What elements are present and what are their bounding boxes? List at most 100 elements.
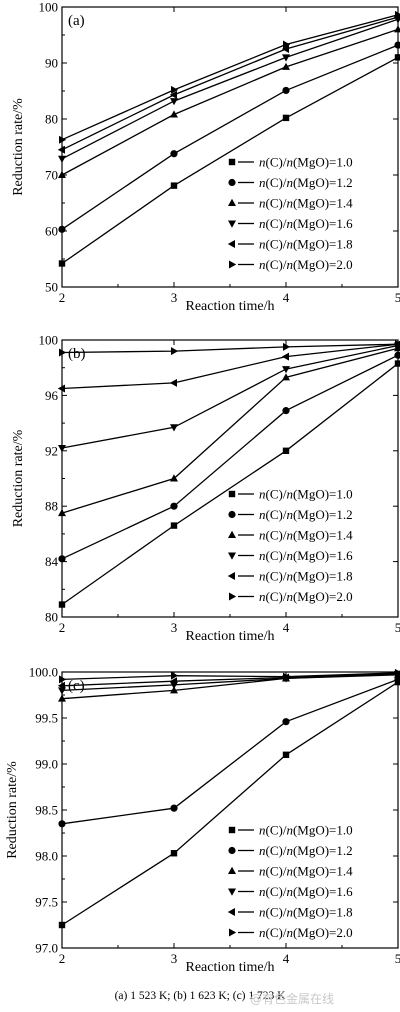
figure-canvas: 2 3 4 5 50 60 70 80 90 100 Reaction time/h Reductio… (5, 0, 400, 975)
legend-marker (229, 928, 237, 937)
y-tick-label: 88 (45, 499, 58, 514)
legend-label: n(C)/n(MgO)=1.2 (259, 507, 353, 522)
legend-item: n(C)/n(MgO)=1.8 (227, 905, 353, 920)
data-point (282, 373, 290, 381)
figure-caption: (a) 1 523 K; (b) 1 623 K; (c) 1 723 K (114, 990, 286, 1002)
series-4 (58, 16, 400, 163)
x-tick-label: 5 (395, 620, 400, 635)
legend-label: n(C)/n(MgO)=2.0 (259, 589, 353, 604)
data-point (394, 360, 400, 367)
data-point (394, 25, 400, 33)
data-point (283, 40, 291, 49)
data-point (58, 921, 66, 929)
legend-label: n(C)/n(MgO)=1.4 (259, 528, 353, 543)
legend-item: n(C)/n(MgO)=1.4 (228, 864, 353, 879)
legend-item: n(C)/n(MgO)=1.2 (228, 175, 353, 190)
data-point (59, 675, 67, 684)
legend-marker (228, 510, 236, 519)
series-line (61, 44, 399, 230)
data-point (169, 677, 177, 686)
data-point (58, 601, 66, 608)
legend-marker (228, 552, 236, 560)
legend-marker (228, 178, 236, 187)
data-point (170, 150, 178, 158)
data-point (282, 407, 290, 415)
legend-item: n(C)/n(MgO)=1.8 (227, 237, 353, 252)
series-1 (58, 360, 400, 608)
data-point (395, 340, 400, 349)
chart-panel-1: 2 3 4 5 50 60 70 80 90 100 Reaction time/h Reductio… (11, 0, 400, 314)
y-tick-label: 99.5 (35, 711, 58, 726)
data-point (170, 98, 178, 106)
series-line (61, 678, 399, 825)
legend-label: n(C)/n(MgO)=1.0 (259, 487, 353, 502)
series-line (61, 354, 399, 560)
y-tick-label: 80 (45, 112, 58, 127)
data-point (395, 10, 400, 19)
series-line (61, 347, 399, 514)
y-axis-label: Reduction rate/% (5, 761, 20, 859)
y-tick-label: 96 (45, 388, 59, 403)
series-line (61, 28, 399, 176)
series-line (61, 343, 399, 354)
data-point (58, 555, 66, 563)
series-1 (58, 54, 400, 267)
series-line (61, 14, 399, 141)
data-point (57, 145, 65, 154)
legend-label: n(C)/n(MgO)=1.8 (259, 237, 353, 252)
data-point (171, 671, 179, 680)
y-tick-label: 100 (39, 333, 59, 348)
legend-marker (228, 826, 236, 834)
legend-label: n(C)/n(MgO)=1.6 (259, 548, 353, 563)
x-tick-label: 3 (171, 620, 178, 635)
legend-label: n(C)/n(MgO)=1.8 (259, 569, 353, 584)
legend-item: n(C)/n(MgO)=2.0 (229, 589, 353, 604)
series-2 (58, 351, 400, 563)
data-point (58, 225, 66, 233)
x-axis-label: Reaction time/h (185, 960, 274, 975)
legend-marker (228, 846, 236, 855)
x-tick-label: 2 (59, 620, 66, 635)
legend-item: n(C)/n(MgO)=2.0 (229, 925, 353, 940)
data-point (58, 820, 66, 828)
x-tick-label: 4 (283, 620, 290, 635)
data-point (282, 62, 290, 70)
legend-label: n(C)/n(MgO)=1.4 (259, 196, 353, 211)
data-point (281, 45, 289, 53)
panel-label: (b) (68, 346, 86, 362)
y-tick-label: 80 (45, 610, 58, 625)
data-point (170, 424, 178, 432)
legend-item: n(C)/n(MgO)=1.6 (228, 216, 353, 231)
x-tick-label: 4 (283, 951, 290, 966)
legend-item: n(C)/n(MgO)=1.4 (228, 528, 353, 543)
y-tick-label: 92 (45, 443, 58, 458)
y-tick-label: 99.0 (35, 757, 58, 772)
legend-label: n(C)/n(MgO)=1.0 (259, 155, 353, 170)
series-line (61, 673, 399, 687)
x-tick-label: 5 (395, 290, 400, 305)
legend-label: n(C)/n(MgO)=1.0 (259, 823, 353, 838)
chart-panel-3: 2 3 4 5 97.0 97.5 98.0 98.5 99.0 99.5 100.0 Reactio… (5, 665, 400, 975)
series-line (61, 344, 399, 449)
legend-item: n(C)/n(MgO)=1.0 (228, 155, 353, 170)
data-point (282, 751, 290, 758)
y-tick-label: 70 (45, 168, 58, 183)
y-tick-label: 98.0 (35, 849, 58, 864)
series-line (61, 362, 399, 606)
data-point (58, 260, 66, 267)
data-point (58, 508, 66, 517)
series-3 (58, 25, 400, 178)
legend-item: n(C)/n(MgO)=1.4 (228, 196, 353, 211)
legend-item: n(C)/n(MgO)=2.0 (229, 257, 353, 272)
y-tick-label: 50 (45, 280, 58, 295)
legend: n(C)/n(MgO)=1.0 n(C)/n(MgO)=1.2 n(C)/n(MgO… (227, 487, 353, 604)
legend-item: n(C)/n(MgO)=1.8 (227, 569, 353, 584)
legend-item: n(C)/n(MgO)=1.2 (228, 843, 353, 858)
data-point (59, 135, 67, 144)
y-tick-label: 100.0 (29, 665, 58, 680)
series-line (61, 56, 399, 265)
data-point (283, 672, 291, 681)
legend-marker (229, 260, 237, 269)
x-axis-label: Reaction time/h (185, 299, 274, 314)
x-tick-label: 3 (171, 290, 178, 305)
